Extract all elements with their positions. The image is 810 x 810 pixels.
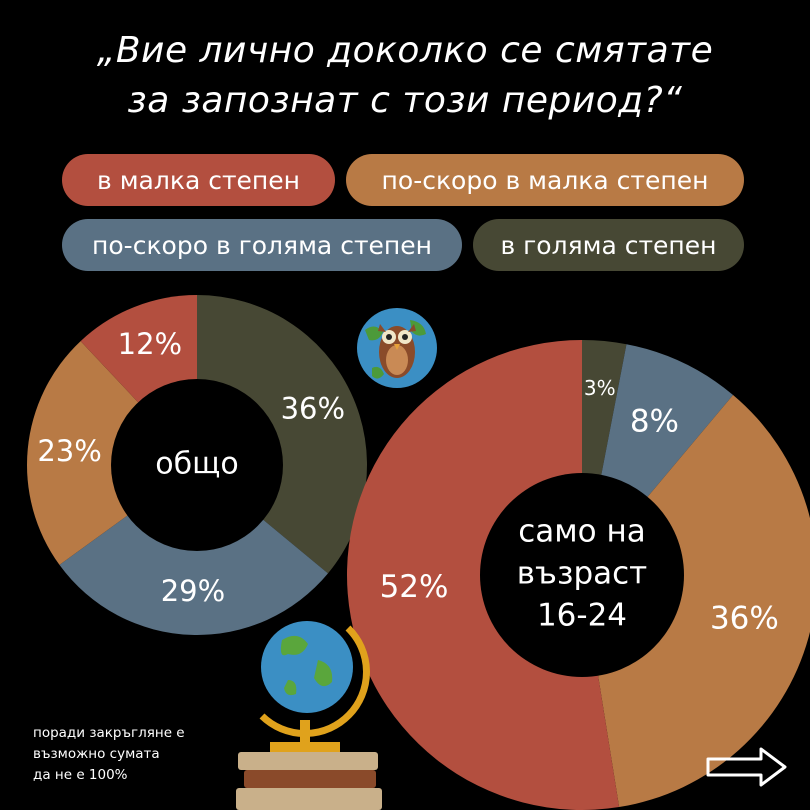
slice-percent-label: 52%	[380, 569, 449, 605]
legend-item-small: в малка степен	[62, 154, 335, 206]
donut-slice	[197, 295, 367, 574]
footnote-line: възможно сумата	[33, 746, 160, 762]
donut-center-label: 16-24	[537, 597, 627, 633]
chart-title: „Вие лично доколко се смятате за запозна…	[0, 26, 810, 126]
slice-percent-label: 29%	[161, 574, 225, 608]
slice-percent-label: 3%	[584, 376, 616, 400]
legend-label: в малка степен	[97, 165, 300, 195]
slice-percent-label: 12%	[118, 327, 182, 361]
donut-center-label: възраст	[517, 556, 647, 592]
legend-label: по-скоро в малка степен	[381, 165, 709, 195]
slice-percent-label: 8%	[630, 403, 679, 439]
footnote: поради закръгляне е възможно сумата да н…	[33, 723, 185, 786]
donut-hole	[480, 473, 684, 677]
donut-center-label: само на	[518, 514, 646, 550]
slice-percent-label: 23%	[37, 434, 101, 468]
footnote-line: да не е 100%	[33, 767, 128, 783]
legend-label: в голяма степен	[500, 230, 717, 260]
legend-label: по-скоро в голяма степен	[92, 230, 432, 260]
donut-hole	[111, 379, 283, 551]
legend-item-rather-small: по-скоро в малка степен	[346, 154, 744, 206]
next-arrow-icon[interactable]	[706, 746, 788, 788]
donut-center-label: общо	[155, 447, 238, 482]
footnote-line: поради закръгляне е	[33, 725, 185, 741]
donut-slice	[582, 394, 810, 808]
legend-item-rather-large: по-скоро в голяма степен	[62, 219, 462, 271]
slice-percent-label: 36%	[281, 392, 345, 426]
slice-percent-label: 36%	[710, 600, 779, 636]
title-line-1: „Вие лично доколко се смятате	[96, 30, 714, 71]
legend-item-large: в голяма степен	[473, 219, 744, 271]
title-line-2: за запознат с този период?“	[127, 80, 683, 121]
